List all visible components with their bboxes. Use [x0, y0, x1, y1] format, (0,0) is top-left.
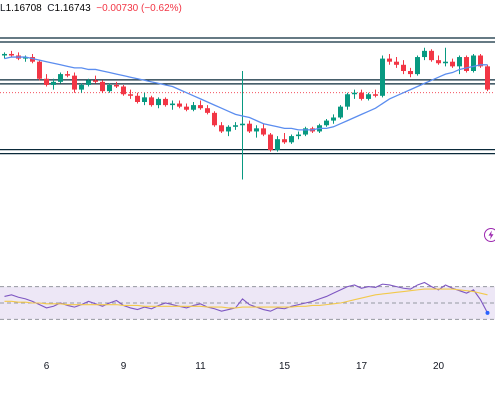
- candle: [58, 72, 63, 84]
- candle: [149, 95, 154, 107]
- candle: [373, 89, 378, 98]
- horizontal-levels[interactable]: [0, 37, 495, 155]
- candle: [296, 131, 301, 140]
- candle: [268, 133, 273, 152]
- x-tick-label: 17: [356, 361, 368, 372]
- low-label: L: [0, 3, 6, 14]
- candle: [128, 89, 133, 99]
- candle: [478, 53, 483, 68]
- candle: [324, 119, 329, 127]
- candle: [107, 83, 112, 93]
- x-tick-label: 9: [121, 361, 127, 372]
- candle: [135, 92, 140, 104]
- low-value: 1.16708: [5, 3, 42, 14]
- candle: [422, 47, 427, 61]
- lightning-icon[interactable]: [484, 228, 495, 242]
- candle: [415, 55, 420, 76]
- x-axis: 69111517202325: [44, 361, 445, 372]
- candlestick-series: [2, 47, 490, 180]
- candle: [184, 103, 189, 112]
- candle: [338, 105, 343, 120]
- candle: [450, 58, 455, 68]
- candle: [352, 89, 357, 99]
- moving-average-series: [4, 56, 488, 131]
- candle: [436, 55, 441, 65]
- close-value: 1.16743: [54, 3, 91, 14]
- candle: [429, 49, 434, 62]
- candle: [331, 114, 336, 124]
- candle: [219, 122, 224, 133]
- candle: [471, 53, 476, 73]
- rsi-series: [4, 281, 490, 315]
- candle: [100, 80, 105, 93]
- rsi-last-point: [485, 310, 490, 315]
- candle: [37, 60, 42, 81]
- candle: [387, 53, 392, 65]
- candle: [275, 136, 280, 152]
- candle: [247, 120, 252, 133]
- candle: [485, 64, 490, 92]
- candle: [2, 52, 7, 59]
- candle: [205, 105, 210, 115]
- candle: [44, 74, 49, 87]
- candle: [261, 123, 266, 137]
- change-value: −0.00730 (−0.62%): [96, 3, 182, 14]
- candle: [177, 100, 182, 109]
- candle: [303, 126, 308, 137]
- candle: [170, 100, 175, 110]
- candle: [226, 125, 231, 137]
- candle: [198, 100, 203, 110]
- candle: [394, 57, 399, 68]
- close-label: C: [47, 3, 55, 14]
- x-tick-label: 20: [433, 361, 445, 372]
- candle: [114, 81, 119, 89]
- candle: [93, 75, 98, 84]
- candle: [142, 92, 147, 106]
- candle: [457, 55, 462, 75]
- candle: [72, 72, 77, 93]
- candle: [366, 92, 371, 101]
- ohlc-readout: L1.16708 C1.16743 −0.00730 (−0.62%): [0, 3, 182, 14]
- candle: [212, 111, 217, 127]
- moving-average-line: [4, 56, 488, 131]
- candle: [401, 60, 406, 75]
- candle: [16, 52, 21, 61]
- candle: [65, 71, 70, 78]
- x-tick-label: 15: [279, 361, 291, 372]
- candle: [233, 122, 238, 130]
- x-tick-label: 11: [195, 361, 206, 372]
- candle: [254, 125, 259, 138]
- candle: [240, 71, 245, 180]
- candle: [289, 134, 294, 144]
- candle: [464, 55, 469, 73]
- candle: [121, 84, 126, 96]
- candle: [282, 133, 287, 144]
- candle: [86, 78, 91, 87]
- x-tick-label: 6: [44, 361, 50, 372]
- candle: [359, 89, 364, 101]
- candle: [345, 92, 350, 110]
- rsi-ma-line: [4, 288, 488, 309]
- candle: [380, 55, 385, 98]
- candle: [191, 102, 196, 112]
- candle: [51, 78, 56, 90]
- candle: [156, 97, 161, 109]
- candle: [443, 47, 448, 67]
- candle: [79, 83, 84, 93]
- candle: [408, 67, 413, 78]
- rsi-line: [4, 281, 488, 314]
- candle: [163, 97, 168, 107]
- candle: [9, 50, 14, 58]
